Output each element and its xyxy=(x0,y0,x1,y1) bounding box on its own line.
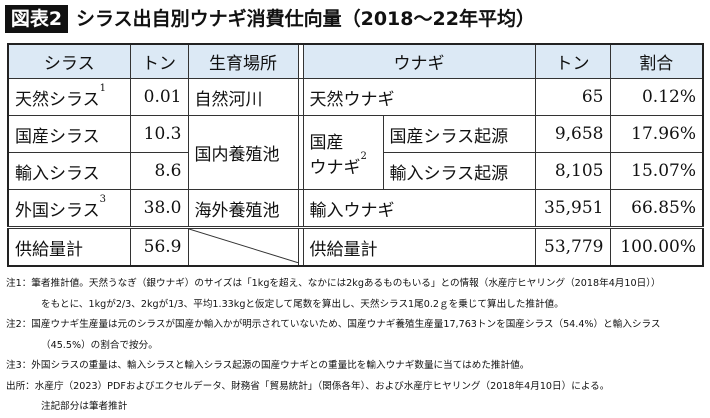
table-row: 国産シラス 10.3 国内養殖池 国産 ウナギ2 国産シラス起源 9,658 17.96% xyxy=(7,115,704,190)
header-cell: トン xyxy=(534,43,611,79)
cell: 天然ウナギ xyxy=(302,78,536,116)
cell: 供給量計 xyxy=(7,226,131,267)
cell: 供給量計 xyxy=(302,226,536,267)
cell-text: ウナギ xyxy=(309,157,361,178)
footnote-mark: 1 xyxy=(99,82,107,94)
cell-text: 供給量計 xyxy=(15,239,83,260)
cell: 65 xyxy=(534,78,611,116)
cell-text: 輸入シラス xyxy=(15,163,100,184)
figure-label: 図表2 xyxy=(5,5,68,33)
cell-text: 外国シラス xyxy=(15,200,100,221)
note-text: 国産ウナギ生産量は元のシラスが国産か輸入かが明示されていないため、国産ウナギ養殖… xyxy=(31,319,661,330)
note-line: 注1：筆者推計値。天然うなぎ（銀ウナギ）のサイズは「1kgを超え、なかには2kg… xyxy=(6,274,661,295)
empty-cell xyxy=(187,226,299,267)
header-cell: ウナギ xyxy=(302,43,536,79)
cell: 国産シラス起源 xyxy=(382,115,536,153)
table-row: 外国シラス3 38.0 海外養殖池 輸入ウナギ 35,951 66.85% xyxy=(7,189,704,228)
table-row: 天然シラス1 0.01 自然河川 天然ウナギ 65 0.12% xyxy=(7,78,704,116)
table: シラス トン 生育場所 ウナギ トン 割合 天然シラス1 0.01 自然河川 天然ウナギ 65 0.1… xyxy=(7,43,704,267)
cell: 国産シラス xyxy=(7,115,131,153)
cell: 外国シラス3 xyxy=(7,189,131,228)
header-cell: 割合 xyxy=(609,43,704,79)
note-text: 注記部分は筆者推計 xyxy=(41,401,128,412)
cell: 自然河川 xyxy=(187,78,299,116)
note-text: 外国シラスの重量は、輸入シラスと輸入シラス起源の国産ウナギとの重量比を輸入ウナギ… xyxy=(31,360,530,371)
cell: 輸入シラス xyxy=(7,152,131,190)
cell: 8.6 xyxy=(129,152,189,190)
footnote-mark: 2 xyxy=(360,150,367,162)
cell: 9,658 xyxy=(534,115,611,153)
cell: 輸入ウナギ xyxy=(302,189,536,228)
note-label: 出所： xyxy=(6,380,35,392)
note-label: 注3： xyxy=(6,360,32,371)
cell: 10.3 xyxy=(129,115,189,153)
note-text: （45.5%）の割合で按分。 xyxy=(41,339,158,351)
table-row: 輸入シラス 8.6 輸入シラス起源 8,105 15.07% xyxy=(7,152,704,190)
cell-line: 国産 xyxy=(310,128,377,153)
cell: 輸入シラス起源 xyxy=(382,152,536,190)
note-text: 水産庁（2023）PDFおよびエクセルデータ、財務省「貿易統計」（関係各年）、お… xyxy=(34,380,610,392)
cell-line: ウナギ2 xyxy=(309,150,377,178)
cell: 天然シラス1 xyxy=(7,78,131,116)
cell: 38.0 xyxy=(129,189,189,228)
note-label: 注1： xyxy=(6,278,32,289)
cell: 8,105 xyxy=(534,152,611,190)
cell: 0.12% xyxy=(609,78,704,116)
note-label: 注2： xyxy=(6,319,32,330)
cell: 15.07% xyxy=(609,152,704,190)
cell: 66.85% xyxy=(609,189,704,228)
cell: 35,951 xyxy=(534,189,611,228)
cell-text: 天然シラス xyxy=(15,89,100,110)
cell: 海外養殖池 xyxy=(187,189,299,228)
header-cell: シラス xyxy=(7,43,131,79)
footnote-mark: 3 xyxy=(99,193,107,205)
header-cell: トン xyxy=(129,43,189,79)
cell-text: 国産シラス xyxy=(15,126,100,147)
cell-text: 国産 xyxy=(309,132,344,153)
note-line: 注3：外国シラスの重量は、輸入シラスと輸入シラス起源の国産ウナギとの重量比を輸入… xyxy=(6,356,661,377)
table-body: シラス トン 生育場所 ウナギ トン 割合 天然シラス1 0.01 自然河川 天然ウナギ 65 0.1… xyxy=(7,43,704,267)
cell: 100.00% xyxy=(609,226,704,267)
diagonal xyxy=(188,229,299,263)
cell: 国内養殖池 xyxy=(187,115,299,190)
cell: 0.01 xyxy=(129,78,189,116)
note-line: をもとに、1kgが2/3、2kgが1/3、平均1.33kgと仮定して尾数を算出し… xyxy=(6,295,661,316)
note-text: をもとに、1kgが2/3、2kgが1/3、平均1.33kgと仮定して尾数を算出し… xyxy=(41,298,564,310)
note-line: 出所：水産庁（2023）PDFおよびエクセルデータ、財務省「貿易統計」（関係各年… xyxy=(6,377,661,398)
note-line: （45.5%）の割合で按分。 xyxy=(6,336,661,357)
header-row: シラス トン 生育場所 ウナギ トン 割合 xyxy=(7,43,704,79)
notes: 注1：筆者推計値。天然うなぎ（銀ウナギ）のサイズは「1kgを超え、なかには2kg… xyxy=(6,274,661,418)
note-line: 注2：国産ウナギ生産量は元のシラスが国産か輸入かが明示されていないため、国産ウナ… xyxy=(6,315,661,336)
note-text: 筆者推計値。天然うなぎ（銀ウナギ）のサイズは「1kgを超え、なかには2kgあるも… xyxy=(31,278,661,289)
note-line: 注記部分は筆者推計 xyxy=(6,397,661,418)
table-row: 供給量計 56.9 供給量計 53,779 100.00% xyxy=(7,226,704,267)
header-cell: 生育場所 xyxy=(187,43,299,79)
cell: 56.9 xyxy=(129,226,189,267)
cell: 53,779 xyxy=(534,226,611,267)
title: シラス出自別ウナギ消費仕向量（2018〜22年平均） xyxy=(76,8,535,30)
cell: 17.96% xyxy=(609,115,704,153)
cell: 国産 ウナギ2 xyxy=(302,115,384,190)
